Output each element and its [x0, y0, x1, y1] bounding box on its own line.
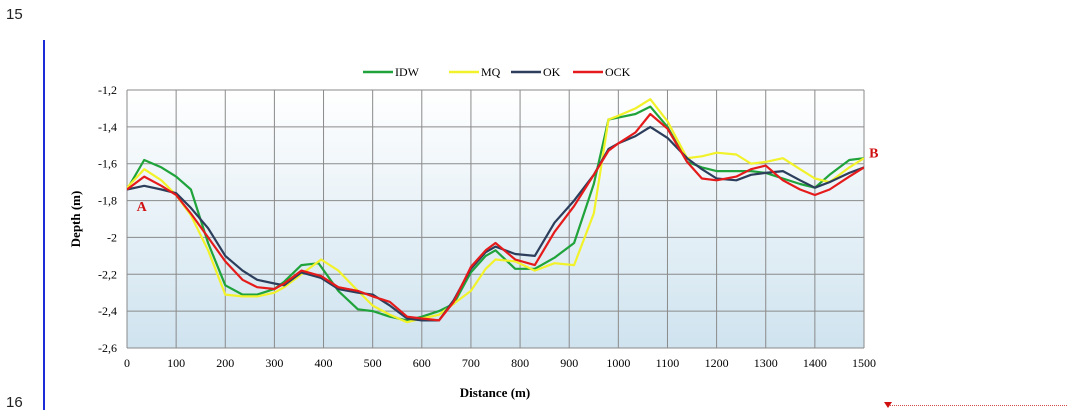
track-change-arrow-icon: [884, 402, 892, 408]
legend: IDW MQ OK OCK: [363, 65, 631, 79]
legend-label-mq: MQ: [481, 65, 501, 79]
y-axis-label: Depth (m): [68, 191, 83, 248]
x-tick-label: 100: [167, 356, 185, 370]
y-tick-label: -2,2: [98, 267, 117, 281]
x-tick-label: 1400: [803, 356, 827, 370]
series-line-ok: [127, 125, 864, 322]
track-change-marker: [887, 405, 1067, 406]
y-tick-label: -1,4: [98, 120, 117, 134]
y-tick-label: -1,2: [98, 83, 117, 97]
legend-label-idw: IDW: [395, 65, 420, 79]
x-tick-label: 1500: [852, 356, 876, 370]
legend-label-ok: OK: [543, 65, 561, 79]
x-tick-label: 500: [364, 356, 382, 370]
x-tick-label: 600: [413, 356, 431, 370]
y-axis-ticks: -1,2 -1,4 -1,6 -1,8 -2 -2,2 -2,4 -2,6: [98, 83, 117, 355]
grid-lines: [126, 89, 865, 349]
x-axis-ticks: 0 100 200 300 400 500 600 700 800 900 1000 1100 1200…: [124, 356, 876, 370]
x-tick-label: 900: [560, 356, 578, 370]
x-tick-label: 1300: [754, 356, 778, 370]
plot-area: [127, 90, 864, 348]
document-margin-bar: [43, 40, 45, 410]
point-label-a: A: [137, 200, 148, 215]
x-axis-label: Distance (m): [460, 385, 530, 400]
x-tick-label: 0: [124, 356, 130, 370]
x-tick-label: 700: [462, 356, 480, 370]
y-tick-label: -1,6: [98, 157, 117, 171]
y-tick-label: -1,8: [98, 194, 117, 208]
annotations: AB: [137, 147, 879, 215]
series-group: [127, 98, 864, 324]
x-tick-label: 800: [511, 356, 529, 370]
y-tick-label: -2: [107, 230, 117, 244]
x-tick-label: 1000: [606, 356, 630, 370]
line-number-bottom: 16: [6, 394, 23, 411]
y-tick-label: -2,6: [98, 341, 117, 355]
x-tick-label: 1200: [705, 356, 729, 370]
line-number-top: 15: [6, 6, 23, 23]
series-line-mq: [127, 98, 864, 324]
x-tick-label: 400: [315, 356, 333, 370]
series-line-ock: [127, 112, 864, 322]
series-line-idw: [127, 105, 864, 322]
point-label-b: B: [869, 147, 878, 162]
y-tick-label: -2,4: [98, 304, 117, 318]
x-tick-label: 200: [216, 356, 234, 370]
x-tick-label: 300: [265, 356, 283, 370]
legend-label-ock: OCK: [605, 65, 631, 79]
x-tick-label: 1100: [656, 356, 680, 370]
